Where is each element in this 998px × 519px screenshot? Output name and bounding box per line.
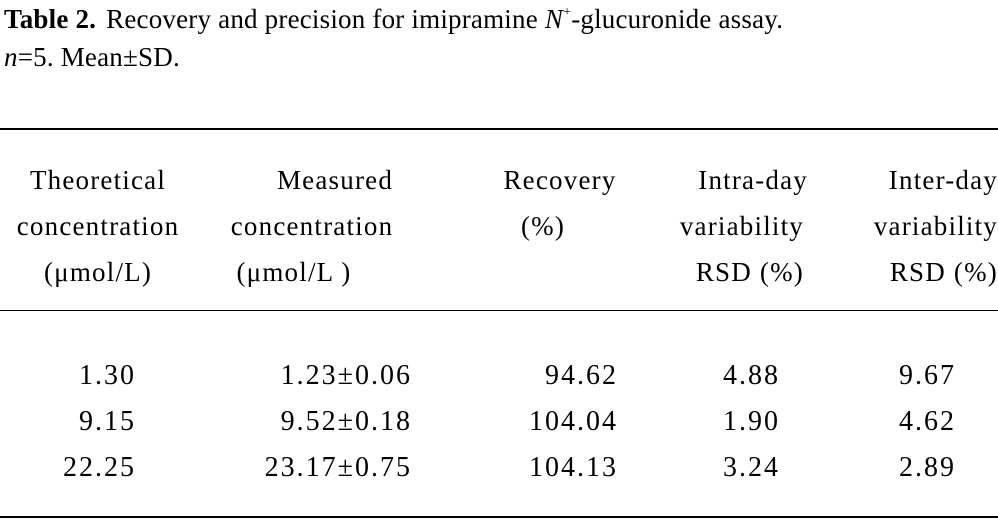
table-cell-recovery: 104.04	[529, 406, 618, 437]
header-line: (%)	[520, 211, 566, 241]
table-cell-measured: 23.17±0.75	[264, 452, 412, 483]
table-cell-intra-day: 1.90	[723, 406, 780, 437]
caption-sample-info: =5. Mean±SD.	[17, 42, 180, 72]
caption-text: Recovery and precision for imipramine	[106, 4, 545, 34]
table-cell-theoretical: 1.30	[79, 360, 136, 391]
header-line: concentration	[16, 211, 180, 241]
table-cell-intra-day: 4.88	[723, 360, 780, 391]
header-line: Recovery	[503, 165, 617, 195]
header-line: variability	[679, 211, 804, 241]
header-recovery: Recovery (%)	[490, 157, 630, 249]
table-cell-measured: 9.52±0.18	[280, 406, 412, 437]
table-top-rule	[0, 128, 998, 130]
header-theoretical-concentration: Theoretical concentration (μmol/L)	[0, 157, 196, 295]
header-line: Measured	[276, 165, 394, 195]
caption-line-1: Table 2. Recovery and precision for imipr…	[4, 0, 994, 38]
header-line: variability	[873, 211, 998, 241]
table-cell-recovery: 94.62	[545, 360, 618, 391]
header-line: (μmol/L)	[43, 257, 153, 287]
table-cell-inter-day: 2.89	[899, 452, 956, 483]
header-line: RSD (%)	[889, 257, 998, 287]
caption-line-2: n=5. Mean±SD.	[4, 38, 994, 76]
caption-n-var: n	[4, 42, 18, 72]
table-header-rule	[0, 310, 998, 311]
header-inter-day-variability: Inter-day variability RSD (%)	[842, 157, 998, 295]
header-line: (μmol/L )	[236, 257, 352, 287]
caption-superscript: +	[563, 5, 572, 20]
caption-text-end: -glucuronide assay.	[571, 4, 784, 34]
table-bottom-rule	[0, 516, 998, 518]
table-cell-theoretical: 22.25	[63, 452, 136, 483]
table-cell-inter-day: 9.67	[899, 360, 956, 391]
table-cell-intra-day: 3.24	[723, 452, 780, 483]
table-cell-inter-day: 4.62	[899, 406, 956, 437]
header-line: RSD (%)	[695, 257, 804, 287]
header-line: Theoretical	[29, 165, 167, 195]
header-line: Inter-day	[888, 165, 998, 195]
caption-n-symbol: N	[544, 4, 564, 34]
table-label: Table 2.	[4, 4, 97, 34]
header-measured-concentration: Measured concentration (μmol/L )	[212, 157, 412, 295]
header-line: Intra-day	[698, 165, 808, 195]
header-line: concentration	[230, 211, 394, 241]
table-cell-recovery: 104.13	[529, 452, 618, 483]
table-cell-theoretical: 9.15	[79, 406, 136, 437]
table-caption: Table 2. Recovery and precision for imipr…	[4, 0, 994, 76]
header-intra-day-variability: Intra-day variability RSD (%)	[648, 157, 808, 295]
table-cell-measured: 1.23±0.06	[280, 360, 412, 391]
